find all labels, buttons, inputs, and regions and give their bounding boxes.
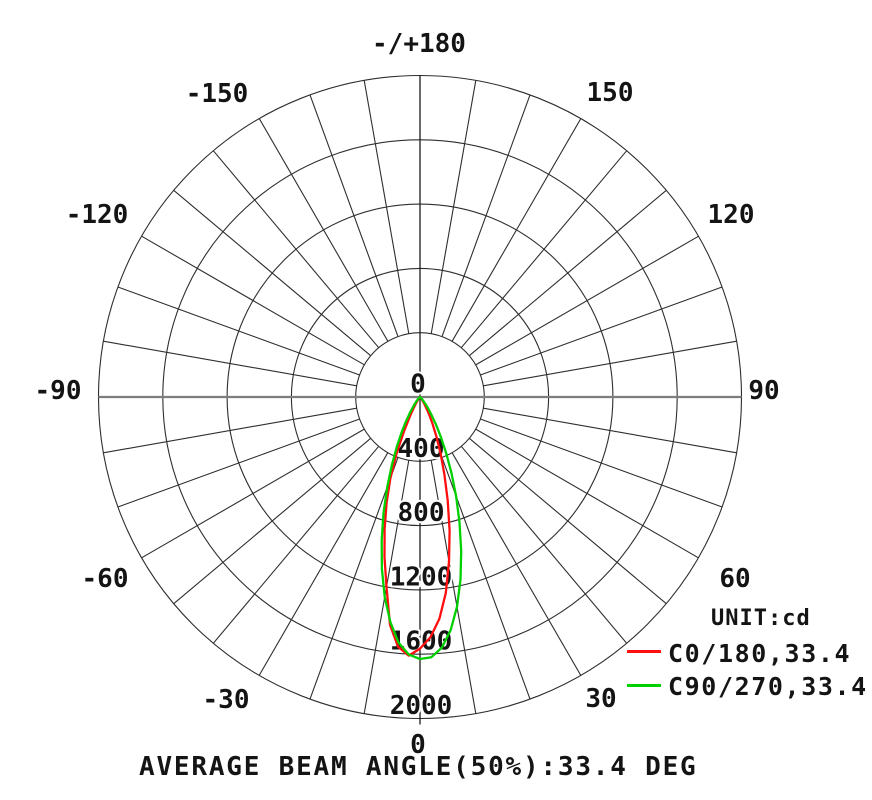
- grid-spoke: [430, 460, 477, 714]
- legend-unit-label: UNIT:cd: [711, 606, 811, 631]
- angle-label-pm180: -/+180: [372, 29, 466, 59]
- grid-spoke: [103, 340, 357, 387]
- angle-label-150: 150: [587, 78, 634, 108]
- grid-spoke: [460, 445, 628, 644]
- angle-label-30: 30: [585, 684, 616, 714]
- grid-spoke: [173, 437, 372, 605]
- angle-label-minus-120: -120: [66, 200, 129, 230]
- legend-entry-c0-180: C0/180,33.4: [668, 639, 852, 668]
- grid-spoke: [117, 418, 360, 508]
- grid-spoke: [483, 407, 737, 454]
- grid-spoke: [212, 445, 380, 644]
- grid-spoke: [258, 452, 389, 676]
- series-curve-c90-270: [380, 395, 463, 661]
- radial-label-400: 400: [398, 434, 445, 464]
- legend-swatch-c0-180: [627, 650, 661, 653]
- grid-spoke: [212, 150, 380, 349]
- angle-label-minus-150: -150: [186, 79, 249, 109]
- grid-spoke: [117, 286, 360, 376]
- angle-label-minus-30: -30: [203, 685, 250, 715]
- radial-label-0: 0: [410, 370, 426, 400]
- grid-spoke: [141, 428, 365, 559]
- angle-label-0: 0: [410, 730, 426, 760]
- grid-spoke: [475, 428, 699, 559]
- grid-spoke: [480, 418, 723, 508]
- grid-spoke: [441, 94, 531, 337]
- grid-spoke: [258, 118, 389, 342]
- angle-label-minus-90: -90: [35, 376, 82, 406]
- legend-entry-c90-270: C90/270,33.4: [668, 672, 868, 701]
- grid-spoke: [309, 457, 399, 700]
- legend-swatch-c90-270: [627, 684, 661, 687]
- grid-spoke: [483, 340, 737, 387]
- angle-label-120: 120: [708, 200, 755, 230]
- angle-label-60: 60: [719, 564, 750, 594]
- grid-spoke: [475, 235, 699, 366]
- grid-spoke: [468, 437, 667, 605]
- grid-spoke: [430, 80, 477, 334]
- grid-spoke: [468, 189, 667, 357]
- grid-spoke: [451, 118, 582, 342]
- radial-label-1200: 1200: [390, 562, 453, 592]
- grid-spoke: [480, 286, 723, 376]
- radial-label-800: 800: [398, 498, 445, 528]
- angle-label-90: 90: [748, 376, 779, 406]
- grid-spoke: [103, 407, 357, 454]
- grid-spoke: [460, 150, 628, 349]
- grid-spoke: [451, 452, 582, 676]
- grid-spoke: [309, 94, 399, 337]
- average-beam-angle-caption: AVERAGE BEAM ANGLE(50%):33.4 DEG: [139, 752, 698, 782]
- radial-label-2000: 2000: [390, 691, 453, 721]
- angle-label-minus-60: -60: [82, 564, 129, 594]
- grid-spoke: [363, 80, 410, 334]
- grid-spoke: [173, 189, 372, 357]
- grid-spoke: [141, 235, 365, 366]
